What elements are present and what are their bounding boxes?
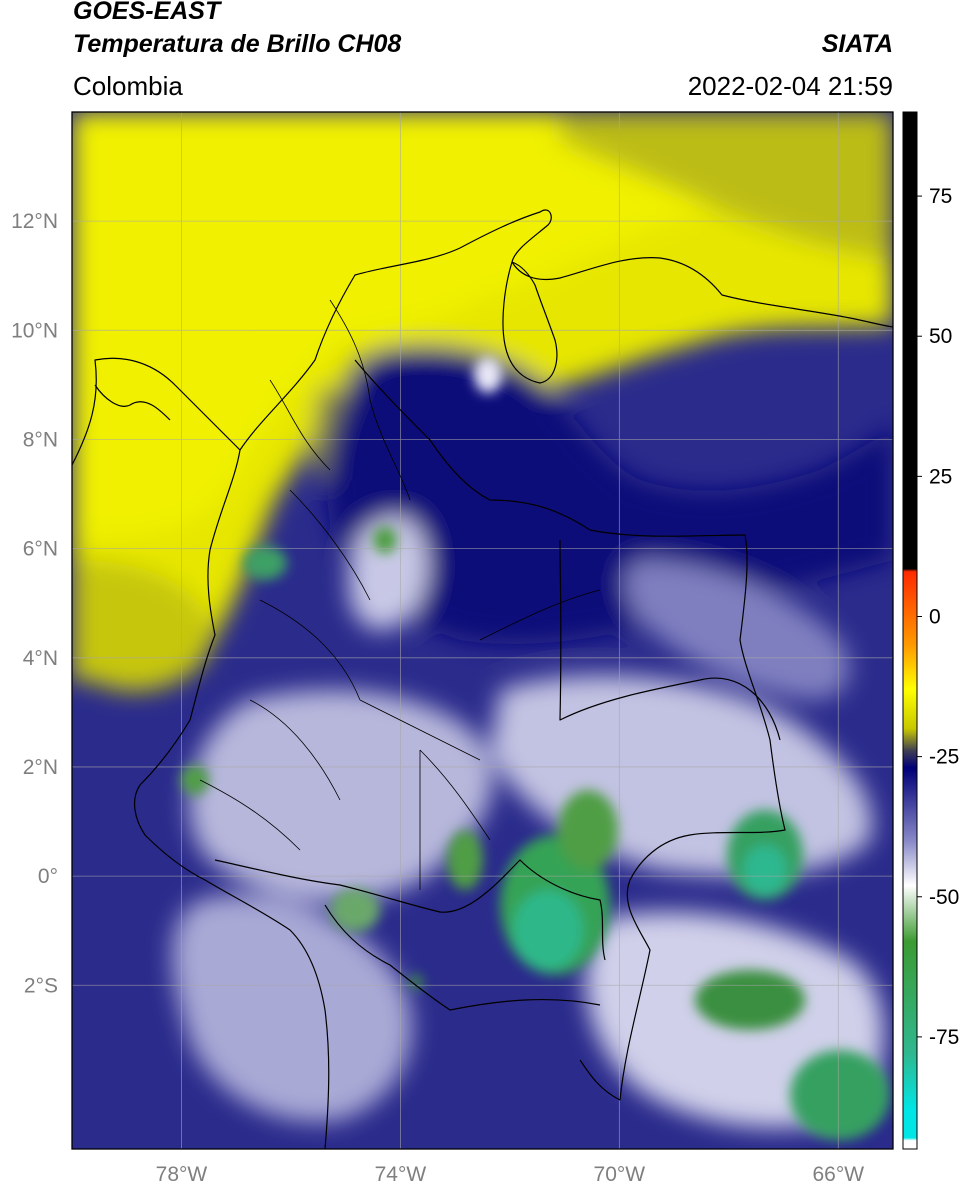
colombia-south-border <box>214 859 606 961</box>
colorbar-tick-label: 50 <box>929 325 952 348</box>
lat-tick-label: 0° <box>38 865 58 888</box>
colorbar-tick-label: -75 <box>929 1026 959 1049</box>
lat-tick-label: 4°N <box>23 647 58 670</box>
lat-tick-label: 2°S <box>24 974 58 997</box>
internal-departments <box>199 299 601 890</box>
caribbean-coastline <box>72 209 893 466</box>
longitude-tick-labels: 78°W 74°W 70°W 66°W <box>156 1163 865 1186</box>
colorbar-tick-label: 75 <box>929 185 952 208</box>
colombia-east-border <box>354 359 786 1101</box>
lat-tick-label: 12°N <box>11 210 58 233</box>
latitude-tick-labels: 12°N 10°N 8°N 6°N 4°N 2°N 0° 2°S <box>11 210 58 997</box>
pacific-coastline <box>133 449 330 1149</box>
map-frame <box>71 111 894 1150</box>
product-title: Temperatura de Brillo CH08 <box>73 30 402 58</box>
lon-tick-label: 66°W <box>812 1163 864 1186</box>
lat-tick-label: 8°N <box>23 428 58 451</box>
venezuela-brazil-border <box>559 539 781 741</box>
map-borders <box>72 209 893 1149</box>
colorbar-tick-label: 0 <box>929 605 941 628</box>
lon-tick-label: 74°W <box>375 1163 427 1186</box>
organization-label: SIATA <box>821 30 893 58</box>
region-label: Colombia <box>73 71 183 101</box>
lat-tick-label: 2°N <box>23 756 58 779</box>
map-gridlines <box>72 112 893 1149</box>
brightness-temperature-field <box>72 112 893 1149</box>
lon-tick-label: 78°W <box>156 1163 208 1186</box>
peru-ecuador-border <box>324 904 601 1011</box>
lat-tick-label: 10°N <box>11 319 58 342</box>
maracaibo-lake-coast <box>502 261 558 384</box>
timestamp-label: 2022-02-04 21:59 <box>687 71 893 101</box>
colorbar-tick-label: -50 <box>929 886 959 909</box>
colorbar-tick-label: 25 <box>929 465 952 488</box>
satellite-name: GOES-EAST <box>73 0 221 25</box>
colorbar-tick-label: -25 <box>929 746 959 769</box>
panama-coast <box>94 384 171 421</box>
colorbar-ticks: 75 50 25 0 -25 -50 -75 <box>917 185 959 1049</box>
lat-tick-label: 6°N <box>23 538 58 561</box>
lon-tick-label: 70°W <box>594 1163 646 1186</box>
colorbar <box>902 111 918 1150</box>
